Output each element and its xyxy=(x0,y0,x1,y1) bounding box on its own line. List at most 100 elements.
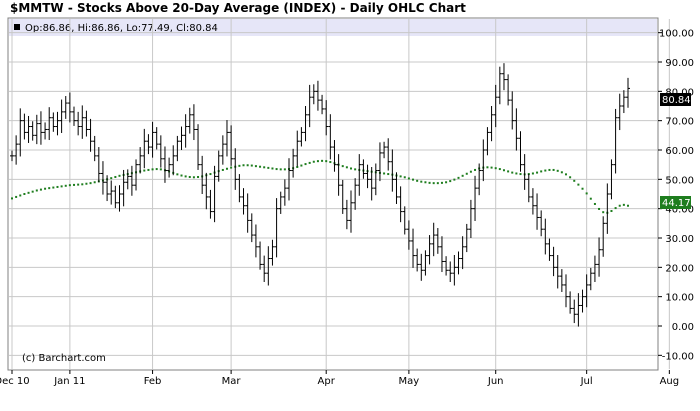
ma-point xyxy=(461,174,464,177)
info-marker-icon xyxy=(14,24,20,30)
ohlc-bar xyxy=(493,84,498,128)
ohlc-info-text: Op:86.86, Hi:86.86, Lo:77.49, Cl:80.84 xyxy=(25,23,218,34)
y-tick-label: 20.00 xyxy=(665,263,694,274)
ma-point xyxy=(321,159,324,162)
ohlc-bar xyxy=(109,180,114,205)
x-tick-label: Dec 10 xyxy=(0,376,30,387)
ohlc-bar xyxy=(249,213,254,243)
x-tick-label: Jul xyxy=(580,376,593,387)
x-tick-label: Aug xyxy=(660,376,680,387)
ohlc-bar xyxy=(47,107,52,141)
ohlc-bar xyxy=(464,223,469,253)
ohlc-bar xyxy=(584,274,589,308)
y-tick-label: 70.00 xyxy=(665,117,694,128)
plot-area-border xyxy=(7,17,659,371)
ma-point xyxy=(73,183,76,186)
ohlc-bar xyxy=(125,169,130,190)
ohlc-bar xyxy=(382,141,387,159)
ma-point xyxy=(192,176,195,179)
ohlc-bar xyxy=(340,179,345,214)
ohlc-bar xyxy=(303,106,308,142)
ohlc-bar xyxy=(431,222,436,257)
ma-point xyxy=(449,180,452,183)
ohlc-bar xyxy=(423,250,428,276)
ohlc-bar xyxy=(609,159,614,200)
ma-point xyxy=(209,173,212,176)
ma-point xyxy=(387,173,390,176)
ma-point xyxy=(403,176,406,179)
ohlc-bar xyxy=(411,228,416,268)
ohlc-bar xyxy=(518,131,523,172)
ohlc-bar xyxy=(373,163,378,196)
watermark-text: (c) Barchart.com xyxy=(22,353,106,364)
ma-point xyxy=(93,181,96,184)
ohlc-bar xyxy=(18,108,23,157)
ohlc-bar xyxy=(171,145,176,176)
ohlc-bar xyxy=(59,99,64,133)
ohlc-bar xyxy=(535,193,540,230)
ma-point xyxy=(424,181,427,184)
ohlc-bar xyxy=(547,238,552,261)
ohlc-bar xyxy=(324,100,329,136)
y-tick-label: 90.00 xyxy=(665,58,694,69)
ohlc-bar xyxy=(419,253,424,281)
chart-title: $MMTW - Stocks Above 20-Day Average (IND… xyxy=(10,1,466,15)
ohlc-bar xyxy=(415,248,420,272)
ma-point xyxy=(271,167,274,170)
ohlc-bar xyxy=(543,218,548,255)
ma-point xyxy=(469,170,472,173)
ohlc-bar xyxy=(22,113,27,140)
x-tick-label: Jan 11 xyxy=(53,376,85,387)
ohlc-bar xyxy=(588,267,593,291)
ohlc-bar xyxy=(580,289,585,313)
ohlc-bar xyxy=(597,237,602,277)
ma-point xyxy=(159,168,162,171)
ohlc-bar xyxy=(26,115,31,143)
ma-point xyxy=(85,182,88,185)
ma-value-label: 44.17 xyxy=(662,198,691,209)
ohlc-bar xyxy=(262,255,267,282)
ohlc-bar xyxy=(76,111,81,136)
ohlc-bar xyxy=(522,154,527,190)
ma-point xyxy=(457,176,460,179)
ohlc-bar xyxy=(224,120,229,157)
ma-point xyxy=(560,171,563,174)
ohlc-bar xyxy=(361,159,366,179)
ohlc-bar xyxy=(100,161,105,195)
ohlc-bar xyxy=(14,135,19,165)
ma-point xyxy=(432,182,435,185)
ohlc-bar xyxy=(613,108,618,174)
ma-point xyxy=(502,169,505,172)
ma-point xyxy=(548,168,551,171)
ma-point xyxy=(143,169,146,172)
ohlc-bar xyxy=(501,63,506,91)
ohlc-bar xyxy=(617,93,622,131)
ma-point xyxy=(598,207,601,210)
ohlc-bar xyxy=(439,236,444,273)
ma-point xyxy=(511,171,514,174)
ohlc-bar xyxy=(138,147,143,174)
ohlc-bar xyxy=(216,150,221,182)
ma-point xyxy=(540,170,543,173)
last-close-box xyxy=(660,93,691,106)
ohlc-bar xyxy=(121,169,126,207)
ohlc-bar xyxy=(237,174,242,203)
ma-point xyxy=(263,166,266,169)
ohlc-bar xyxy=(274,198,279,258)
ma-point xyxy=(383,172,386,175)
ohlc-bar xyxy=(559,269,564,292)
ohlc-bar xyxy=(282,179,287,206)
ma-point xyxy=(197,175,200,178)
ohlc-bar xyxy=(328,114,333,160)
ma-point xyxy=(416,179,419,182)
ma-point xyxy=(354,168,357,171)
ohlc-bar xyxy=(167,157,172,178)
ohlc-bar xyxy=(481,139,486,182)
ohlc-bar xyxy=(506,74,511,106)
ohlc-bar xyxy=(530,188,535,215)
ohlc-bar xyxy=(212,165,217,223)
y-tick-label: 10.00 xyxy=(665,293,694,304)
ohlc-bar xyxy=(435,228,440,254)
ma-point xyxy=(19,194,22,197)
